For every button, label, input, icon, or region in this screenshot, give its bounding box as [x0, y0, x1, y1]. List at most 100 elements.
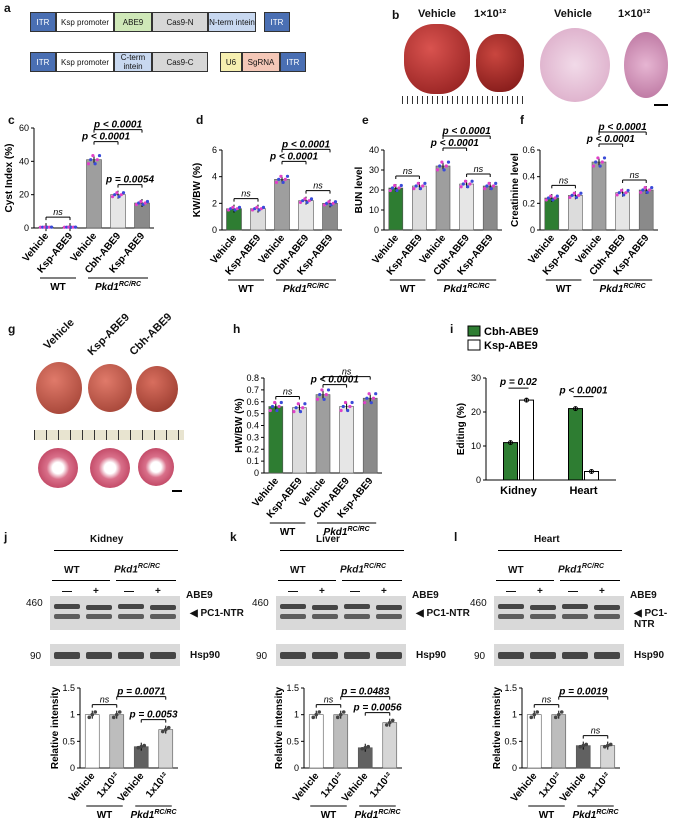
data-point — [89, 158, 93, 162]
data-point — [463, 179, 468, 183]
data-point — [418, 187, 423, 191]
data-point — [591, 164, 596, 168]
y-tick-label: 0.5 — [246, 409, 259, 419]
bar — [333, 714, 349, 769]
abe9-label: ABE9 — [630, 590, 657, 601]
panel-letter-i: i — [450, 322, 454, 336]
bar — [339, 406, 354, 474]
x-tick-label: Heart — [569, 485, 597, 497]
data-point — [73, 225, 78, 229]
data-point — [301, 199, 305, 203]
data-point — [283, 177, 287, 181]
blot-pkd-label: Pkd1RC/RC — [558, 563, 605, 576]
group-label-wt: WT — [280, 527, 296, 538]
data-point — [390, 186, 395, 190]
p-value: p = 0.0053 — [128, 710, 178, 721]
pc1-band — [312, 605, 338, 610]
data-point — [325, 201, 329, 205]
data-point — [360, 746, 365, 751]
data-point — [335, 715, 340, 720]
p-value: p = 0.0071 — [116, 687, 166, 698]
bar — [435, 165, 451, 231]
blot-pkd-sup: RC/RC — [137, 563, 161, 570]
panel-letter-l: l — [454, 530, 458, 544]
data-point — [602, 156, 607, 160]
y-axis-label: Relative intensity — [492, 686, 503, 769]
data-point — [341, 710, 346, 714]
hsp-band — [594, 652, 620, 659]
panel-letter-h: h — [233, 322, 241, 336]
pc1-band — [498, 604, 524, 609]
group-label-pkd-sup: RC/RC — [378, 809, 401, 816]
data-point — [292, 410, 296, 414]
abe9-box: ABE9 — [114, 12, 152, 32]
kidney-photo-vehicle — [404, 24, 470, 94]
data-point — [237, 205, 242, 209]
data-point — [549, 194, 553, 198]
bar — [110, 194, 126, 229]
bar — [482, 185, 498, 231]
data-point — [553, 196, 557, 200]
data-point — [309, 197, 314, 201]
heart-photo-2 — [88, 364, 132, 412]
group-label-wt: WT — [97, 810, 113, 821]
blot-hsp — [50, 644, 180, 666]
group-label-pkd: Pkd1RC/RC — [354, 809, 401, 821]
p-value: p < 0.0001 — [442, 126, 492, 137]
bar — [308, 714, 324, 769]
y-tick-label: 0.6 — [522, 145, 535, 155]
p-value: ns — [630, 170, 640, 180]
data-point — [579, 191, 583, 195]
data-point — [461, 182, 465, 186]
pc1-band-lower — [118, 614, 144, 619]
bar — [109, 714, 125, 769]
wt-bracket — [496, 580, 554, 581]
group-label-wt: WT — [556, 284, 572, 295]
data-point — [444, 164, 448, 168]
data-point — [489, 187, 493, 191]
data-point — [327, 200, 331, 204]
y-tick-label: 0 — [476, 475, 481, 485]
blot-wt-label: WT — [290, 565, 306, 576]
p-value: p < 0.0001 — [269, 151, 319, 162]
data-point — [577, 193, 581, 197]
mw-460: 460 — [470, 598, 487, 609]
data-point — [86, 162, 91, 166]
p-value: ns — [542, 695, 552, 705]
pc1-band — [530, 605, 556, 610]
data-point — [584, 742, 589, 747]
pc1-band-lower — [562, 614, 588, 619]
data-point — [348, 404, 352, 409]
bar — [315, 394, 331, 474]
pc1-band-lower — [54, 614, 80, 619]
pc1-band-lower — [530, 614, 556, 619]
heart-histology-1 — [38, 448, 78, 488]
lane-sign: — — [506, 586, 516, 597]
y-tick-label: 0.4 — [246, 421, 259, 431]
pc1-band — [376, 605, 402, 610]
bar — [268, 406, 284, 474]
data-point — [608, 742, 613, 747]
y-tick-label: 20 — [369, 185, 379, 195]
heart-histology-3 — [138, 448, 174, 486]
pc1-band-lower — [86, 614, 112, 619]
data-point — [468, 182, 472, 186]
data-point — [459, 185, 463, 189]
blot-wt-label: WT — [64, 565, 80, 576]
y-axis-label: BUN level — [354, 166, 365, 213]
data-point — [91, 153, 95, 158]
group-label-wt: WT — [50, 282, 66, 293]
y-tick-label: 0 — [530, 225, 535, 235]
data-point — [643, 186, 647, 190]
x-tick-label: 1x10¹² — [586, 770, 613, 800]
hsp-band — [498, 652, 524, 659]
data-point — [483, 187, 487, 191]
data-point — [93, 162, 97, 166]
pc1-label: ◀ PC1-NTR — [634, 608, 668, 630]
y-tick-label: 0 — [294, 763, 299, 773]
bar — [544, 197, 560, 231]
data-point — [326, 388, 331, 392]
b-hist-dose-label: 1×10¹² — [618, 8, 651, 20]
data-point — [645, 190, 649, 194]
hsp-label: Hsp90 — [416, 650, 447, 661]
